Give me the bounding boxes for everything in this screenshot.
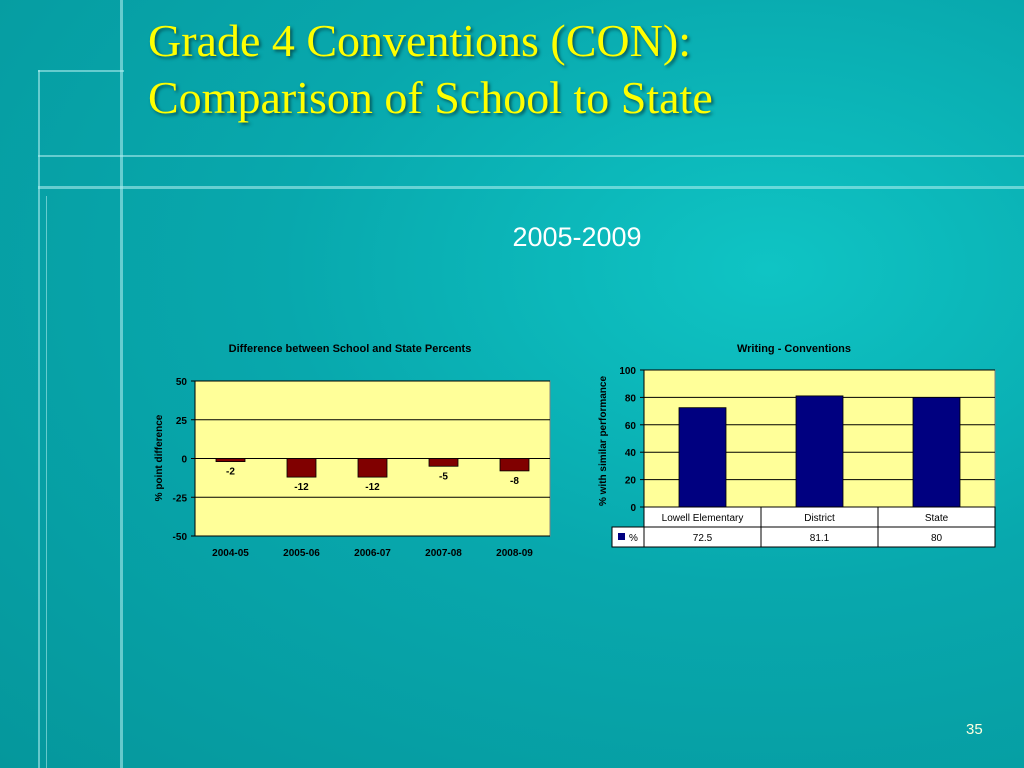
difference-category-label: 2005-06 — [283, 548, 320, 559]
difference-ytick-label: -25 — [173, 493, 188, 504]
writing-table-category: State — [925, 513, 949, 524]
difference-chart-title: Difference between School and State Perc… — [229, 343, 472, 355]
difference-category-label: 2006-07 — [354, 548, 391, 559]
difference-bar — [215, 458, 246, 462]
difference-bar — [286, 458, 317, 478]
writing-legend-key — [618, 533, 625, 540]
writing-conventions-chart: Writing - Conventions % with similar per… — [598, 343, 996, 548]
difference-data-label: -2 — [226, 467, 235, 478]
writing-legend-label: % — [629, 533, 638, 544]
slide-title: Grade 4 Conventions (CON): Comparison of… — [148, 12, 1008, 126]
difference-bar — [357, 458, 388, 478]
frame-horizontal-2 — [38, 186, 1024, 189]
difference-chart: Difference between School and State Perc… — [154, 343, 551, 559]
frame-vertical-1 — [38, 70, 40, 768]
writing-ytick-label: 20 — [625, 476, 637, 487]
difference-ytick-label: 25 — [176, 416, 188, 427]
writing-table-value-row — [611, 526, 996, 548]
slide-title-line-2: Comparison of School to State — [148, 72, 713, 123]
writing-chart-ylabel: % with similar performance — [598, 376, 609, 506]
writing-table-value: 80 — [931, 533, 943, 544]
difference-chart-ylabel: % point difference — [154, 414, 165, 501]
difference-category-label: 2008-09 — [496, 548, 533, 559]
frame-vertical-3 — [46, 196, 47, 768]
difference-ytick-label: 50 — [176, 377, 188, 388]
slide-title-line-1: Grade 4 Conventions (CON): — [148, 15, 691, 66]
slide-subtitle: 2005-2009 — [512, 222, 642, 252]
writing-ytick-label: 40 — [625, 448, 637, 459]
writing-chart-title: Writing - Conventions — [737, 343, 851, 355]
writing-table-category: District — [804, 513, 835, 524]
writing-bar — [795, 395, 844, 508]
writing-ytick-label: 80 — [625, 393, 637, 404]
writing-table-category: Lowell Elementary — [662, 513, 744, 524]
difference-bar — [428, 458, 459, 467]
frame-vertical-2 — [120, 0, 123, 768]
difference-bar — [499, 458, 530, 472]
page-number: 35 — [966, 721, 983, 738]
frame-horizontal-1 — [38, 155, 1024, 157]
difference-ytick-label: -50 — [173, 532, 188, 543]
difference-data-label: -8 — [510, 476, 519, 487]
writing-table-value: 81.1 — [810, 533, 830, 544]
difference-category-label: 2004-05 — [212, 548, 249, 559]
difference-data-label: -12 — [365, 482, 380, 493]
writing-ytick-label: 100 — [619, 366, 636, 377]
difference-category-label: 2007-08 — [425, 548, 462, 559]
writing-ytick-label: 60 — [625, 421, 637, 432]
writing-bar — [678, 407, 727, 508]
difference-data-label: -12 — [294, 482, 309, 493]
writing-bar — [912, 397, 961, 508]
frame-horizontal-3 — [38, 70, 124, 72]
writing-table-value: 72.5 — [693, 533, 713, 544]
writing-ytick-label: 0 — [630, 503, 636, 514]
difference-data-label: -5 — [439, 471, 448, 482]
difference-ytick-label: 0 — [181, 455, 187, 466]
